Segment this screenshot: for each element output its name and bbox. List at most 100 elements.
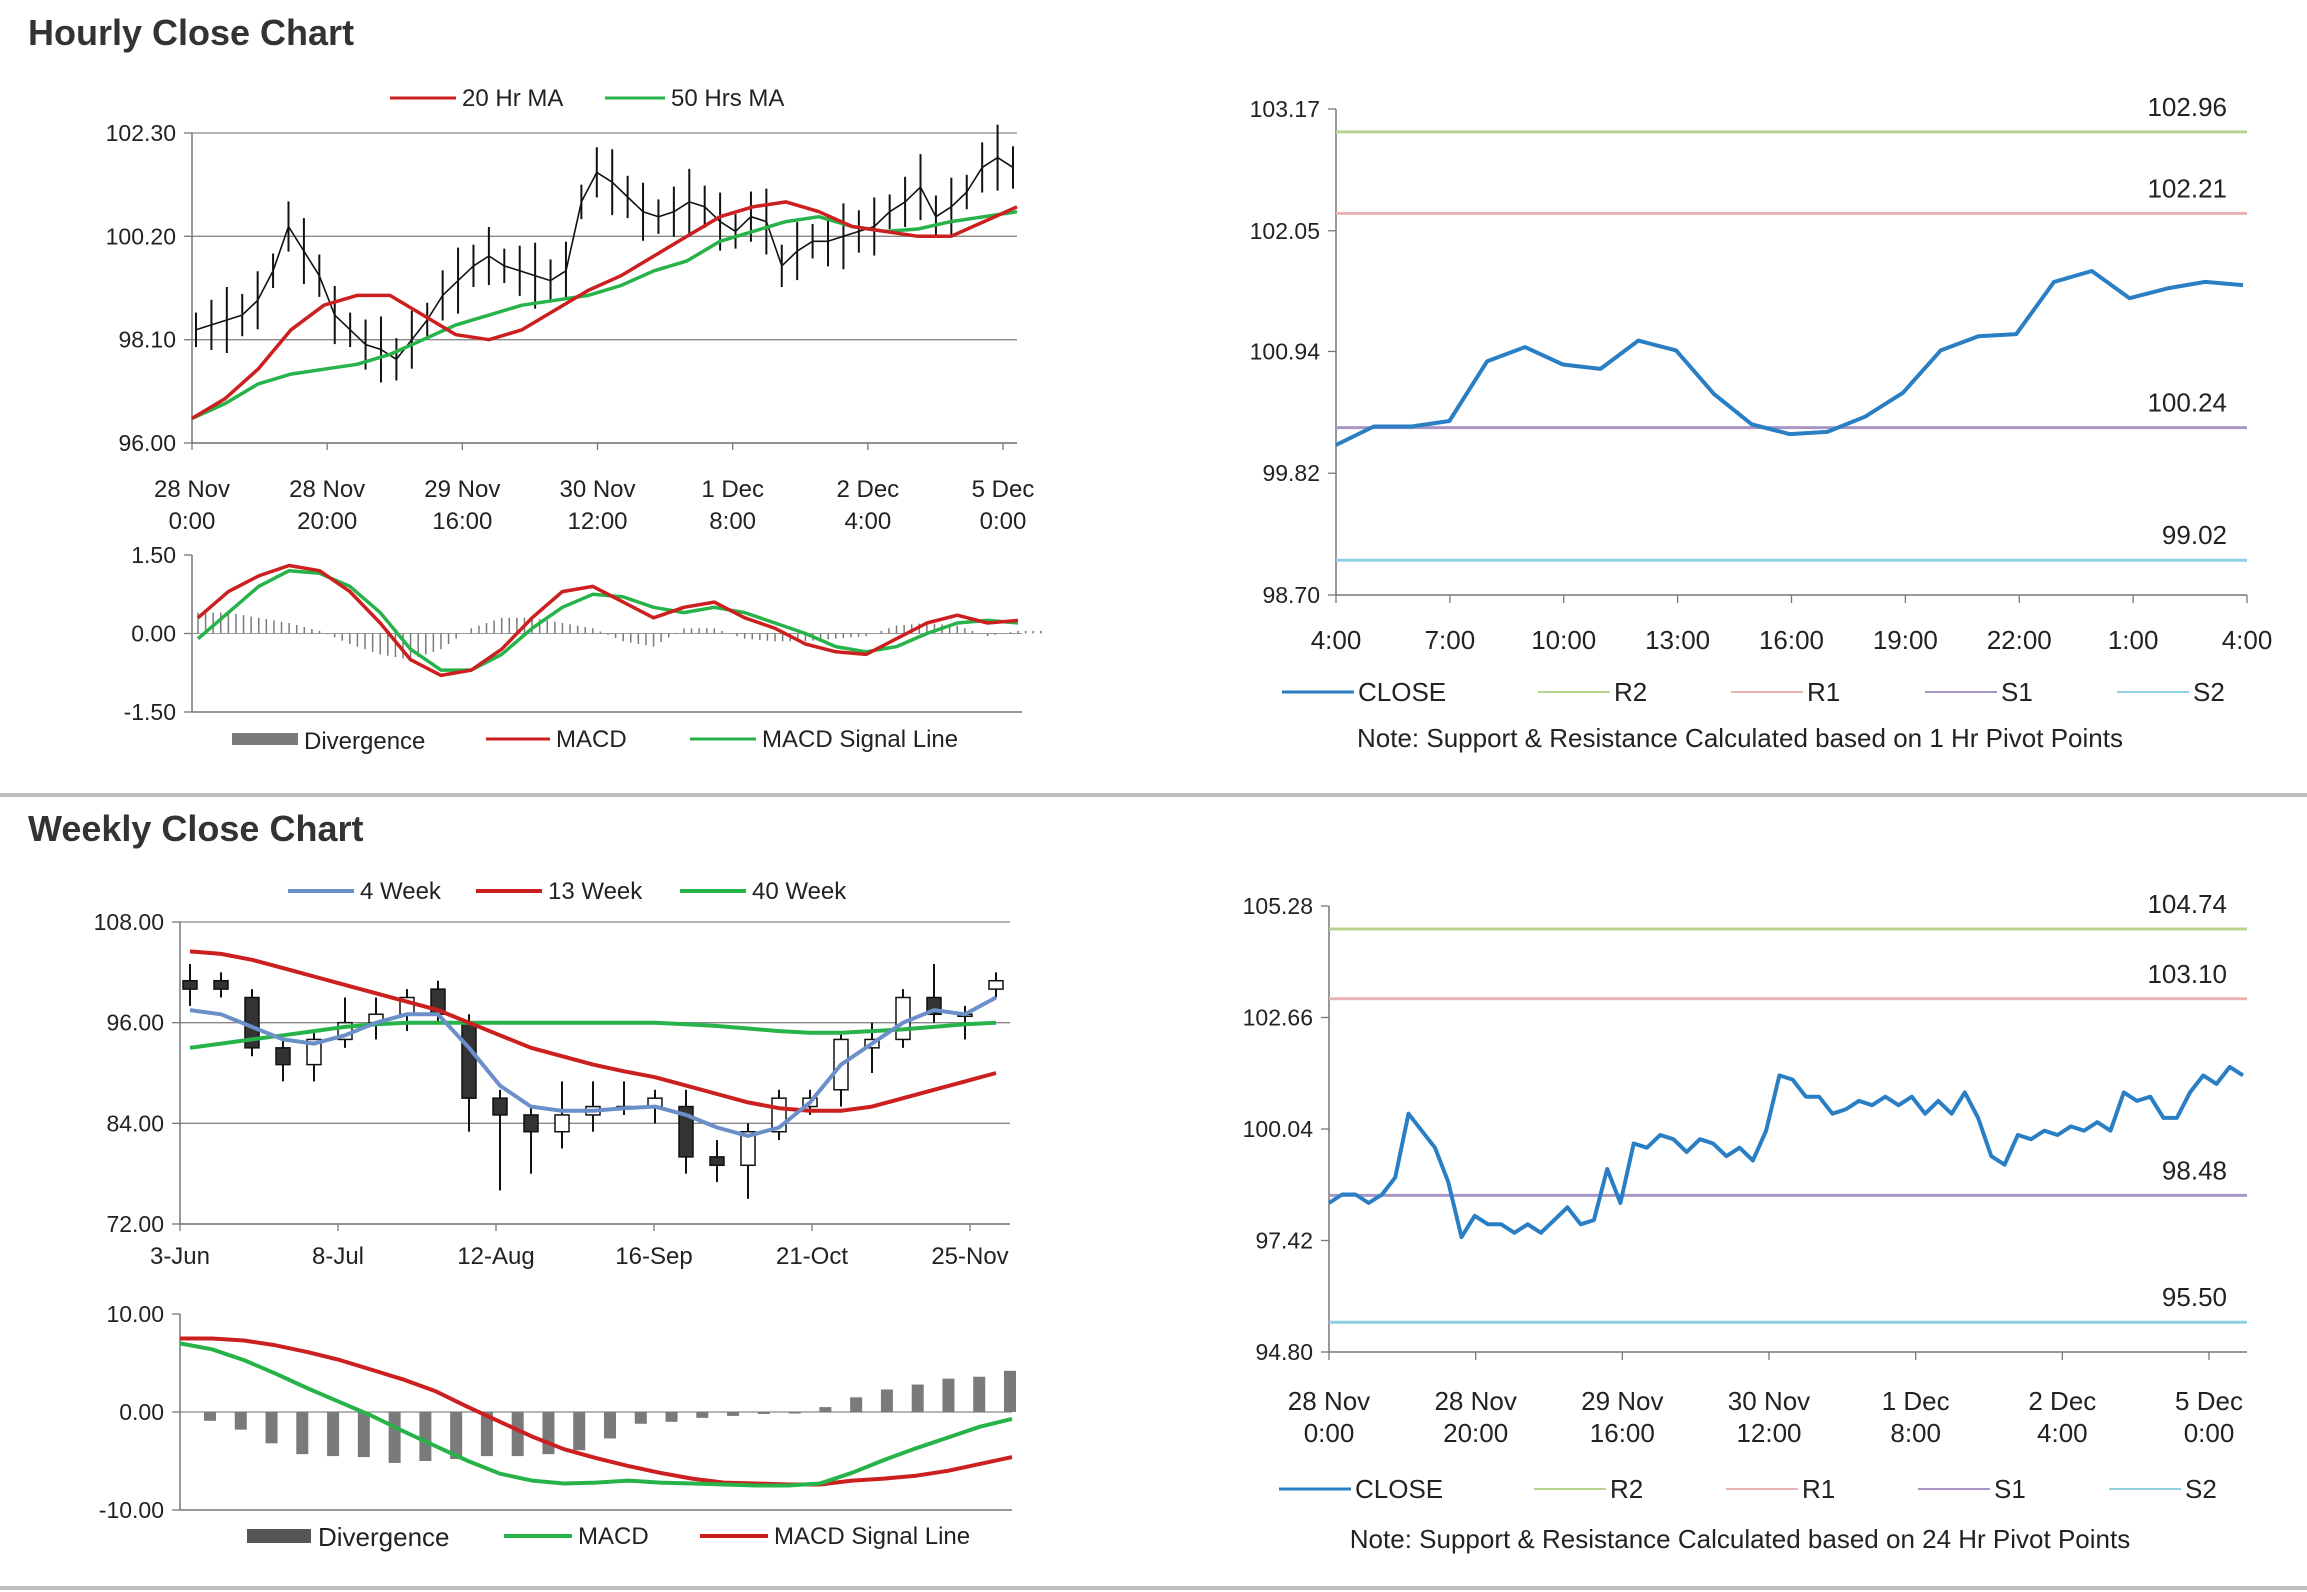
hourly-pivot-level-s2-label: 99.02: [2162, 520, 2227, 550]
weekly-pivot-x-tick-label: 0:00: [2184, 1418, 2235, 1448]
weekly-candle-body: [709, 1156, 725, 1167]
hourly-pivot-x-tick-label: 7:00: [1425, 625, 1476, 655]
weekly-x-tick-label: 16-Sep: [615, 1243, 692, 1270]
weekly-pivot-x-tick-label: 1 Dec: [1882, 1386, 1950, 1416]
hourly-price-path: [195, 156, 1014, 361]
hourly-legend-divergence-swatch: [232, 733, 298, 745]
hourly-pivot-x-tick-label: 10:00: [1531, 625, 1596, 655]
weekly-candle-body: [492, 1097, 508, 1116]
weekly-divergence-bar: [296, 1412, 309, 1455]
hourly-pivot-x-tick-label: 19:00: [1873, 625, 1938, 655]
weekly-legend-signal-label: MACD Signal Line: [774, 1523, 970, 1550]
weekly-legend-divergence-label: Divergence: [318, 1522, 450, 1552]
weekly-price-y-tick-label: 108.00: [94, 909, 164, 935]
weekly-ma4-line: [189, 995, 997, 1138]
hourly-x-tick-label: 5 Dec: [972, 476, 1035, 503]
weekly-candle-body: [554, 1114, 570, 1133]
weekly-divergence-bar: [973, 1376, 986, 1412]
weekly-pivot-x-tick-label: 0:00: [1304, 1418, 1355, 1448]
weekly-candle-body: [461, 1021, 477, 1099]
weekly-macd-y-tick-label: 0.00: [119, 1399, 164, 1425]
weekly-pivot-x-tick-label: 8:00: [1890, 1418, 1941, 1448]
weekly-legend-4week-label: 4 Week: [360, 878, 442, 905]
weekly-pivot-x-tick-label: 20:00: [1443, 1418, 1508, 1448]
weekly-pivot-x-tick-label: 29 Nov: [1581, 1386, 1663, 1416]
weekly-macd-y-tick-label: -10.00: [99, 1497, 164, 1523]
weekly-pivot-x-tick-label: 28 Nov: [1434, 1386, 1516, 1416]
hourly-pivot-note: Note: Support & Resistance Calculated ba…: [1357, 723, 2123, 753]
hourly-pivot-level-r2-label: 102.96: [2147, 92, 2227, 122]
hourly-ma50-line: [191, 209, 1018, 420]
weekly-divergence-bar: [542, 1412, 555, 1455]
weekly-pivot-note: Note: Support & Resistance Calculated ba…: [1350, 1524, 2130, 1554]
weekly-divergence-bar: [234, 1412, 247, 1430]
hourly-price-y-tick-label: 98.10: [118, 327, 176, 353]
hourly-pivot-x-tick-label: 4:00: [2222, 625, 2273, 655]
hourly-pivot-y-tick-label: 99.82: [1262, 460, 1320, 486]
hourly-x-tick-label: 0:00: [980, 508, 1027, 535]
hourly-macd-line: [196, 563, 1019, 678]
weekly-divergence-bar: [911, 1384, 924, 1412]
hourly-pivot-y-tick-label: 103.17: [1250, 96, 1320, 122]
hourly-pivot-x-tick-label: 22:00: [1987, 625, 2052, 655]
weekly-legend-divergence-swatch: [247, 1529, 311, 1543]
weekly-divergence-bar: [634, 1412, 647, 1424]
hourly-pivot-y-tick-label: 100.94: [1250, 338, 1321, 364]
hourly-legend-macd-label: MACD: [556, 726, 627, 753]
hourly-x-tick-label: 28 Nov: [154, 476, 230, 503]
hourly-pivot-legend-r1-label: R1: [1807, 677, 1840, 707]
weekly-pivot-legend-r2-label: R2: [1610, 1474, 1643, 1504]
weekly-macd-signal-line: [180, 1336, 1013, 1487]
weekly-divergence-bar: [419, 1412, 432, 1461]
weekly-divergence-bar: [204, 1412, 216, 1421]
weekly-divergence-bar: [265, 1412, 278, 1444]
weekly-divergence-bar: [604, 1412, 616, 1439]
hourly-macd-y-tick-label: 1.50: [131, 542, 176, 568]
hourly-pivot-legend-close-label: CLOSE: [1358, 677, 1446, 707]
weekly-pivot-y-tick-label: 105.28: [1243, 893, 1313, 919]
weekly-pivot-legend-close-label: CLOSE: [1355, 1474, 1443, 1504]
hourly-pivot-close-line: [1335, 269, 2244, 447]
hourly-pivot-x-tick-label: 4:00: [1311, 625, 1362, 655]
hourly-macd-y-tick-label: 0.00: [131, 621, 176, 647]
weekly-pivot-level-s1-label: 98.48: [2162, 1155, 2227, 1185]
weekly-x-tick-label: 3-Jun: [150, 1243, 210, 1270]
weekly-price-y-tick-label: 72.00: [106, 1211, 164, 1237]
weekly-divergence-bar: [327, 1412, 340, 1457]
weekly-pivot-close-line: [1327, 1064, 2245, 1240]
hourly-macd-signal-line: [196, 568, 1019, 672]
weekly-pivot-y-tick-label: 102.66: [1243, 1005, 1313, 1031]
weekly-candle-body: [678, 1105, 694, 1158]
weekly-divergence-bar: [788, 1412, 801, 1414]
weekly-candle-body: [895, 996, 911, 1041]
hourly-pivot-level-r1-label: 102.21: [2147, 173, 2227, 203]
weekly-pivot-y-tick-label: 94.80: [1255, 1339, 1313, 1365]
hourly-x-tick-label: 8:00: [709, 508, 756, 535]
hourly-x-tick-label: 28 Nov: [289, 476, 365, 503]
weekly-pivot-x-tick-label: 4:00: [2037, 1418, 2088, 1448]
hourly-price-y-tick-label: 102.30: [106, 120, 176, 146]
weekly-divergence-bar: [880, 1389, 893, 1412]
hourly-pivot-level-s1-label: 100.24: [2147, 388, 2227, 418]
hourly-pivot-x-tick-label: 1:00: [2108, 625, 2159, 655]
hourly-legend-signal-label: MACD Signal Line: [762, 726, 958, 753]
weekly-divergence-bar: [388, 1412, 401, 1463]
hourly-x-tick-label: 30 Nov: [559, 476, 635, 503]
weekly-section-title: Weekly Close Chart: [28, 808, 364, 849]
weekly-candle-body: [182, 979, 198, 990]
weekly-candle-body: [275, 1047, 291, 1066]
weekly-pivot-x-tick-label: 16:00: [1590, 1418, 1655, 1448]
weekly-pivot-legend-s2-label: S2: [2185, 1474, 2217, 1504]
weekly-candle-body: [988, 979, 1004, 990]
hourly-section-title: Hourly Close Chart: [28, 12, 355, 53]
weekly-pivot-y-tick-label: 100.04: [1243, 1116, 1314, 1142]
weekly-pivot-level-s2-label: 95.50: [2162, 1282, 2227, 1312]
weekly-divergence-bar: [727, 1412, 740, 1416]
weekly-price-y-tick-label: 96.00: [106, 1010, 164, 1036]
weekly-legend-13week-label: 13 Week: [548, 878, 643, 905]
weekly-divergence-bar: [511, 1412, 524, 1457]
weekly-macd-y-tick-label: 10.00: [106, 1301, 164, 1327]
weekly-divergence-bar: [757, 1412, 770, 1414]
hourly-pivot-legend-r2-label: R2: [1614, 677, 1647, 707]
weekly-x-tick-label: 21-Oct: [776, 1243, 848, 1270]
